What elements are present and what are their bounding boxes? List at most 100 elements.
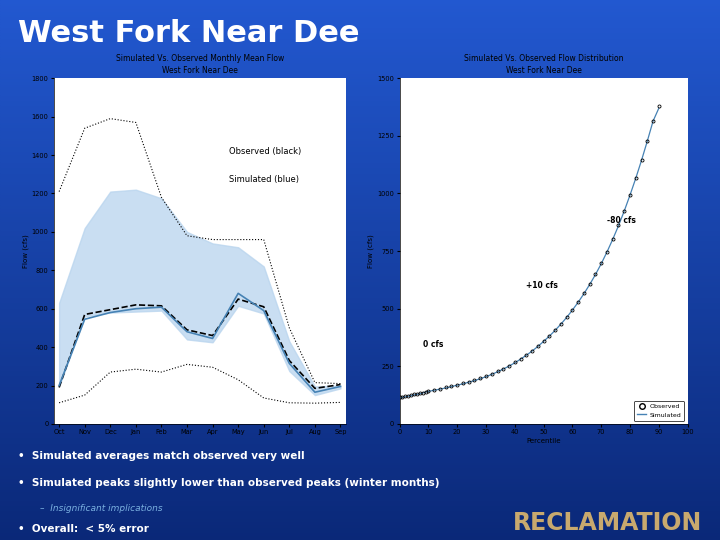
Bar (0, 332, 720, 335)
Bar (0, 329, 720, 332)
Bar (0, 27, 720, 30)
Bar (0, 410, 720, 413)
Bar (0, 105, 720, 108)
Bar (0, 456, 720, 459)
Bar (0, 386, 720, 389)
Bar (0, 275, 720, 278)
Bar (0, 219, 720, 221)
Bar (0, 421, 720, 424)
Bar (0, 130, 720, 132)
Bar (0, 46, 720, 49)
Bar (0, 375, 720, 378)
Bar (0, 40, 720, 43)
Bar (0, 254, 720, 256)
Bar (0, 68, 720, 70)
Bar (0, 57, 720, 59)
Y-axis label: Flow (cfs): Flow (cfs) (368, 234, 374, 268)
Bar (0, 356, 720, 359)
Bar (0, 378, 720, 381)
Bar (0, 397, 720, 400)
Bar (0, 16, 720, 19)
Bar (0, 232, 720, 235)
Bar (0, 343, 720, 346)
Text: -80 cfs: -80 cfs (607, 217, 636, 226)
Bar (0, 238, 720, 240)
Bar (0, 24, 720, 27)
Bar (0, 200, 720, 202)
Bar (0, 162, 720, 165)
Bar (0, 305, 720, 308)
Bar (0, 113, 720, 116)
Bar (0, 340, 720, 343)
Bar (0, 354, 720, 356)
Bar (0, 59, 720, 62)
Bar (0, 500, 720, 502)
Bar (0, 70, 720, 73)
Legend: Observed, Simulated: Observed, Simulated (634, 401, 685, 421)
Y-axis label: Flow (cfs): Flow (cfs) (22, 234, 29, 268)
Bar (0, 176, 720, 178)
Bar (0, 184, 720, 186)
Text: West Fork Near Dee: West Fork Near Dee (18, 19, 359, 48)
Bar (0, 300, 720, 302)
Bar (0, 165, 720, 167)
Bar (0, 429, 720, 432)
Bar (0, 281, 720, 284)
Bar (0, 259, 720, 262)
Bar (0, 148, 720, 151)
Bar (0, 448, 720, 451)
Bar (0, 100, 720, 103)
Bar (0, 470, 720, 472)
Bar (0, 14, 720, 16)
Bar (0, 84, 720, 86)
Bar (0, 167, 720, 170)
Bar (0, 194, 720, 197)
Bar (0, 35, 720, 38)
Bar (0, 230, 720, 232)
Bar (0, 181, 720, 184)
Bar (0, 472, 720, 475)
Bar (0, 516, 720, 518)
Bar (0, 197, 720, 200)
Bar (0, 292, 720, 294)
Bar (0, 284, 720, 286)
Bar (0, 362, 720, 364)
Bar (0, 413, 720, 416)
Bar (0, 192, 720, 194)
Bar (0, 246, 720, 248)
Bar (0, 211, 720, 213)
Bar (0, 437, 720, 440)
Bar (0, 65, 720, 68)
Text: 0 cfs: 0 cfs (423, 340, 443, 349)
Bar (0, 348, 720, 351)
Bar (0, 478, 720, 481)
Bar (0, 135, 720, 138)
Bar (0, 443, 720, 445)
Bar (0, 370, 720, 373)
Bar (0, 432, 720, 435)
Bar (0, 248, 720, 251)
Bar (0, 173, 720, 176)
Bar (0, 154, 720, 157)
Bar (0, 529, 720, 532)
Bar (0, 151, 720, 154)
Bar (0, 405, 720, 408)
Bar (0, 359, 720, 362)
Bar (0, 294, 720, 297)
Bar (0, 22, 720, 24)
Bar (0, 186, 720, 189)
Bar (0, 459, 720, 462)
Bar (0, 3, 720, 5)
Bar (0, 505, 720, 508)
Bar (0, 178, 720, 181)
Bar (0, 111, 720, 113)
Bar (0, 521, 720, 524)
Bar (0, 289, 720, 292)
Bar (0, 227, 720, 229)
Bar (0, 159, 720, 162)
Bar (0, 489, 720, 491)
Bar (0, 518, 720, 521)
Bar (0, 138, 720, 140)
Bar (0, 81, 720, 84)
Bar (0, 170, 720, 173)
